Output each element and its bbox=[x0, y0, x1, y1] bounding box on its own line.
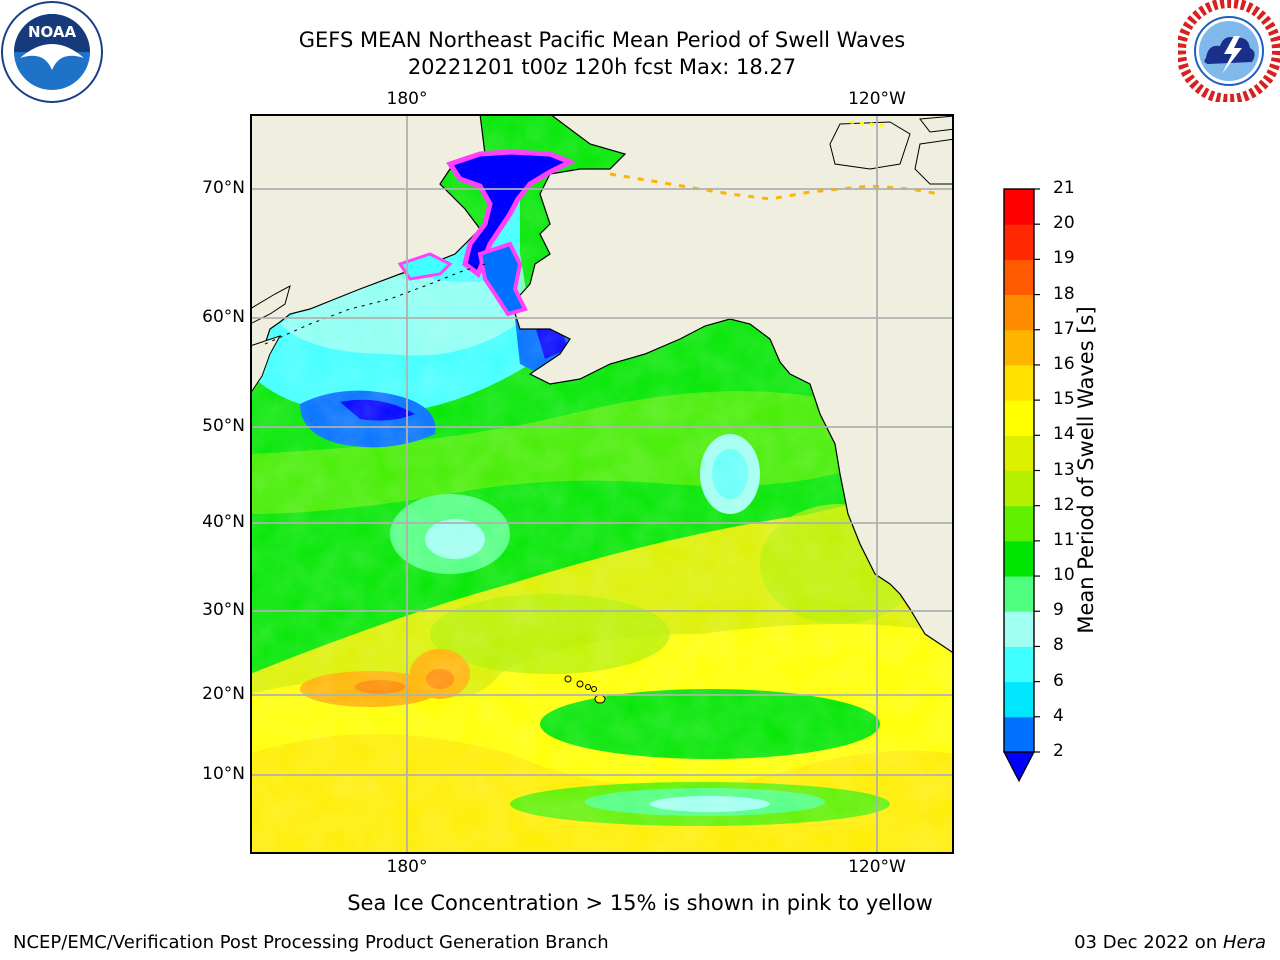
colorbar-tick-label: 13 bbox=[1053, 459, 1075, 480]
colorbar-segment bbox=[1004, 435, 1034, 471]
colorbar-tick-label: 12 bbox=[1053, 494, 1075, 515]
colorbar bbox=[1003, 188, 1040, 783]
lat-tick-40n: 40°N bbox=[202, 512, 245, 532]
lat-tick-30n: 30°N bbox=[202, 600, 245, 620]
colorbar-tick-label: 8 bbox=[1053, 635, 1064, 656]
colorbar-segment bbox=[1004, 646, 1034, 683]
colorbar-label: Mean Period of Swell Waves [s] bbox=[1074, 306, 1098, 634]
lat-tick-70n: 70°N bbox=[202, 178, 245, 198]
nws-logo bbox=[1178, 0, 1280, 102]
footer-right: 03 Dec 2022 on Hera bbox=[1074, 932, 1266, 953]
footer-date: 03 Dec 2022 on bbox=[1074, 932, 1223, 953]
graticule bbox=[250, 114, 953, 853]
lat-tick-60n: 60°N bbox=[202, 307, 245, 327]
colorbar-tick-label: 6 bbox=[1053, 670, 1064, 691]
colorbar-segment bbox=[1004, 294, 1034, 331]
colorbar-tick-label: 9 bbox=[1053, 600, 1064, 621]
colorbar-tick-label: 19 bbox=[1053, 248, 1075, 269]
lon-tick-180-top: 180° bbox=[386, 89, 428, 109]
colorbar-segment bbox=[1004, 364, 1034, 401]
colorbar-extend-low bbox=[1003, 751, 1035, 783]
colorbar-segment bbox=[1004, 189, 1034, 225]
footer-left: NCEP/EMC/Verification Post Processing Pr… bbox=[13, 932, 609, 953]
land-north-america bbox=[511, 114, 953, 654]
colorbar-tick-label: 21 bbox=[1053, 178, 1075, 198]
swell-period-map bbox=[250, 114, 954, 854]
colorbar-tick-label: 10 bbox=[1053, 565, 1075, 586]
colorbar-tick-label: 18 bbox=[1053, 283, 1075, 304]
lon-tick-120w-top: 120°W bbox=[848, 89, 906, 109]
colorbar-tick-label: 20 bbox=[1053, 213, 1075, 234]
colorbar-tick-label: 11 bbox=[1053, 529, 1075, 550]
colorbar-tick-label: 17 bbox=[1053, 318, 1075, 339]
colorbar-segment bbox=[1004, 329, 1034, 366]
colorbar-segment bbox=[1004, 576, 1034, 612]
colorbar-tick-label: 2 bbox=[1053, 741, 1064, 761]
colorbar-tick-label: 16 bbox=[1053, 353, 1075, 374]
lat-tick-50n: 50°N bbox=[202, 416, 245, 436]
colorbar-segment bbox=[1004, 400, 1034, 436]
lon-tick-120w-bottom: 120°W bbox=[848, 857, 906, 877]
colorbar-segment bbox=[1004, 505, 1034, 542]
chart-subtitle: 20221201 t00z 120h fcst Max: 18.27 bbox=[407, 55, 797, 79]
footer-host: Hera bbox=[1222, 932, 1266, 953]
colorbar-segment bbox=[1004, 716, 1034, 753]
colorbar-segment bbox=[1004, 259, 1034, 296]
lat-tick-20n: 20°N bbox=[202, 684, 245, 704]
sea-ice-note: Sea Ice Concentration > 15% is shown in … bbox=[347, 891, 933, 915]
colorbar-tick-label: 15 bbox=[1053, 389, 1075, 410]
colorbar-segment bbox=[1004, 470, 1034, 507]
colorbar-tick-label: 14 bbox=[1053, 424, 1075, 445]
noaa-logo-text: NOAA bbox=[28, 23, 77, 41]
colorbar-segment bbox=[1004, 224, 1034, 260]
lat-tick-10n: 10°N bbox=[202, 764, 245, 784]
chart-title: GEFS MEAN Northeast Pacific Mean Period … bbox=[298, 28, 906, 52]
colorbar-tick-label: 4 bbox=[1053, 705, 1064, 726]
colorbar-segment bbox=[1004, 681, 1034, 718]
noaa-logo: NOAA bbox=[1, 1, 103, 103]
colorbar-segment bbox=[1004, 540, 1034, 577]
colorbar-segment bbox=[1004, 611, 1034, 647]
lon-tick-180-bottom: 180° bbox=[386, 857, 428, 877]
map-frame bbox=[250, 114, 954, 854]
